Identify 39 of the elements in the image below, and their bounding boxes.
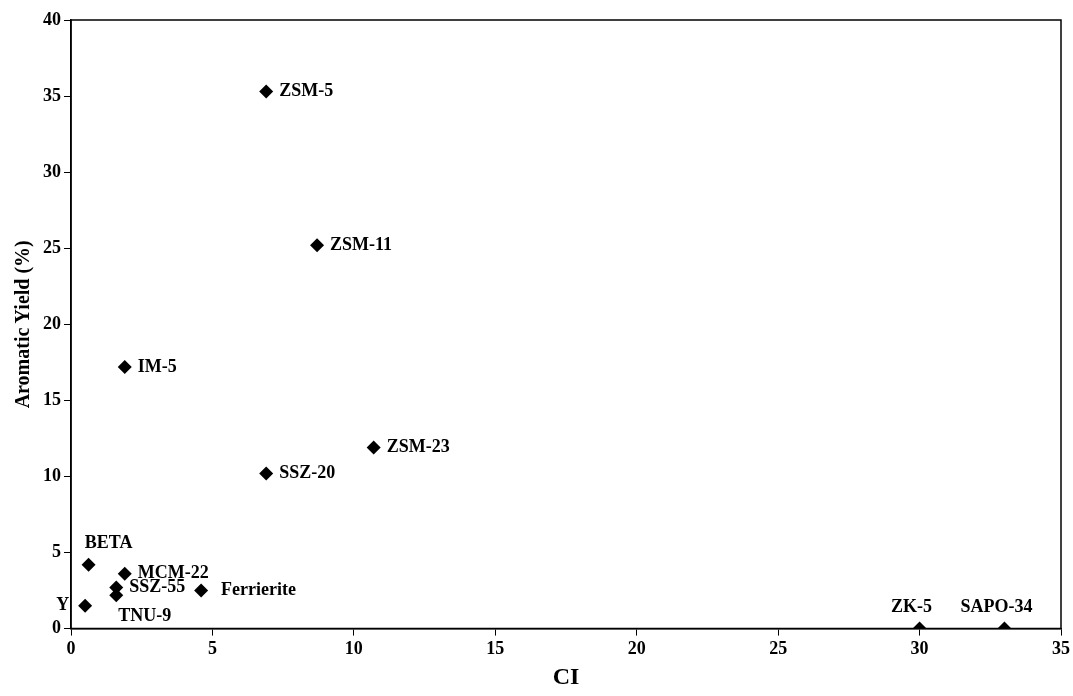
y-tick-label: 15 xyxy=(43,389,61,410)
y-tick-label: 5 xyxy=(52,541,61,562)
y-tick-label: 30 xyxy=(43,160,61,181)
y-tick-label: 20 xyxy=(43,312,61,333)
annotation: IM-5 xyxy=(137,355,177,376)
annotation: Ferrierite xyxy=(221,579,297,600)
point xyxy=(310,238,325,253)
y-axis-title: Aromatic Yield (%) xyxy=(11,240,35,409)
annotation: ZSM-23 xyxy=(386,436,450,457)
x-tick-label: 20 xyxy=(627,638,646,659)
x-axis-title: CI xyxy=(552,662,580,689)
annotation: SAPO-34 xyxy=(960,596,1033,617)
point xyxy=(78,598,93,613)
x-tick-label: 10 xyxy=(344,638,363,659)
point xyxy=(194,583,209,598)
point xyxy=(117,566,132,581)
point xyxy=(366,440,381,455)
annotation: ZSM-11 xyxy=(330,233,393,254)
y-tick-label: 10 xyxy=(43,465,61,486)
annotation: ZK-5 xyxy=(891,596,933,617)
y-tick-label: 40 xyxy=(43,8,61,29)
x-tick-label: 25 xyxy=(769,638,788,659)
point xyxy=(259,466,274,481)
annotation: TNU-9 xyxy=(118,604,172,625)
x-tick-label: 5 xyxy=(207,638,217,659)
point xyxy=(259,84,274,99)
point xyxy=(81,557,96,572)
y-tick-label: 0 xyxy=(52,617,61,638)
x-tick-label: 35 xyxy=(1052,638,1070,659)
annotation: BETA xyxy=(84,532,133,553)
y-tick-label: 25 xyxy=(43,236,61,257)
annotation: Y xyxy=(56,594,70,615)
y-tick-label: 35 xyxy=(43,84,61,105)
x-tick-label: 15 xyxy=(486,638,505,659)
point xyxy=(117,359,132,374)
annotation: SSZ-20 xyxy=(279,462,336,483)
annotation: ZSM-5 xyxy=(279,80,334,101)
x-tick-label: 0 xyxy=(66,638,76,659)
x-tick-label: 30 xyxy=(910,638,929,659)
